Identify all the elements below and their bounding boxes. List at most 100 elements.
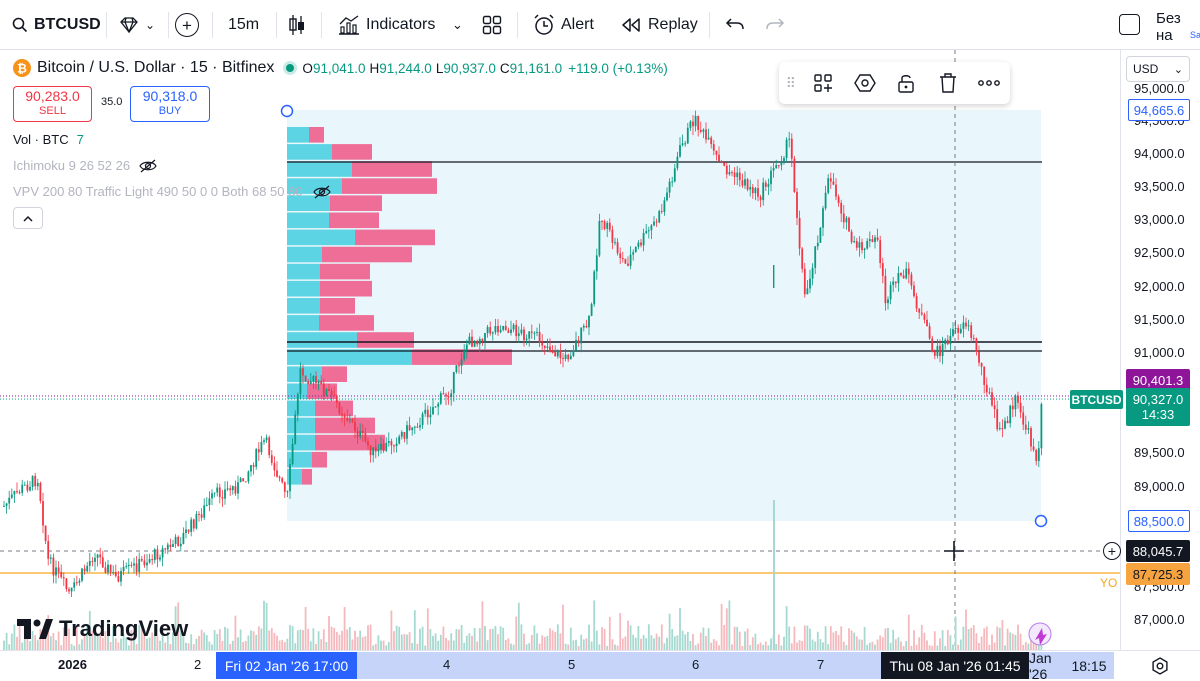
candle-body [343,415,346,418]
volume-bar [577,645,580,650]
account-checkbox[interactable] [1119,14,1140,35]
redo-button[interactable] [765,0,785,50]
volume-bar [801,641,804,650]
drag-handle-icon[interactable]: ⠿ [785,74,796,91]
symbol-search-button[interactable]: BTCUSD [6,9,106,41]
magenta-price-tag: 90,401.3 [1126,369,1190,391]
replay-label: Replay [648,16,698,33]
lightning-icon [1035,628,1047,645]
volume-profile-down-bar [319,315,374,331]
candle-body [385,442,388,451]
ichimoku-legend[interactable]: Ichimoku 9 26 52 26 [13,158,157,173]
interval-button[interactable]: 15m [228,0,259,50]
volume-bar [946,630,949,650]
candle-body [653,221,655,226]
candle-body [647,230,650,232]
cursor-price-tag: 88,045.7 [1126,540,1190,562]
volume-bar [328,615,330,650]
replay-button[interactable]: Replay [620,0,698,50]
compare-symbol-button[interactable]: + [175,0,199,50]
volume-bar [827,644,830,650]
candle-body [47,541,50,559]
volume-bar [377,635,380,650]
currency-label: USD [1133,62,1159,76]
alert-button[interactable]: Alert [533,0,594,50]
candle-body [325,389,328,396]
volume-bar [975,633,978,650]
volume-bar [190,634,193,650]
volume-profile-up-bar [287,383,307,400]
account-label[interactable]: Без на [1156,10,1181,44]
crosshair-icon [944,541,964,561]
buy-button[interactable]: 90,318.0 BUY [130,86,210,122]
add-alert-button[interactable]: + [1103,542,1121,560]
volume-bar [398,626,401,650]
chart-pane[interactable] [0,50,1120,650]
more-icon[interactable] [969,80,1010,86]
vpv-legend[interactable]: VPV 200 80 Traffic Light 490 50 0 0 Both… [13,184,331,199]
candle-body [744,179,746,186]
volume-bar [853,632,856,650]
chart-type-button[interactable] [287,0,307,50]
volume-bar [367,625,369,650]
volume-bar [692,634,694,650]
candle-body [218,487,221,498]
candle-body [424,409,427,414]
grid-add-icon[interactable] [803,73,844,93]
candle-body [400,432,403,437]
layout-button[interactable] [482,0,502,50]
chart-settings-button[interactable] [1151,657,1169,678]
volume-bar [1006,628,1009,650]
candle-body [502,325,505,330]
indicators-menu-button[interactable]: ⌄ [452,0,463,50]
volume-bar [75,625,78,650]
candle-body [463,350,466,360]
hexagon-icon[interactable] [844,73,885,93]
candle-body [148,559,151,563]
volume-bar [57,631,60,650]
volume-bar [562,604,564,650]
volume-legend[interactable]: Vol · BTC 7 [13,132,84,147]
candle-body [229,488,232,491]
trash-icon[interactable] [927,73,968,93]
lock-icon[interactable] [886,73,927,93]
symbol-legend[interactable]: ₿ Bitcoin / U.S. Dollar · 15 · Bitfinex … [13,59,668,77]
volume-bar [83,634,86,650]
currency-selector[interactable]: USD ⌄ [1126,56,1190,82]
tradingview-logo[interactable]: TradingView [17,616,188,642]
volume-bar [281,639,284,650]
candle-body [523,329,525,341]
candle-body [593,271,596,305]
sell-button[interactable]: 90,283.0 SELL [13,86,92,122]
collapse-legend-button[interactable] [13,207,43,229]
eye-off-icon[interactable] [312,185,331,199]
volume-profile-up-bar [287,212,329,229]
candle-body [317,380,320,383]
volume-bar [606,645,609,650]
candle-body [382,443,385,451]
volume-bar [681,630,684,650]
volume-bar [967,629,970,650]
undo-button[interactable] [725,0,745,50]
volume-bar [109,641,112,650]
candle-body [387,441,390,443]
drawing-floating-toolbar[interactable]: ⠿ [779,62,1010,104]
eye-off-icon[interactable] [139,159,157,173]
candle-body [541,342,544,346]
chevron-down-icon: ⌄ [145,18,156,32]
candle-body [494,325,497,333]
candle-body [946,339,949,345]
pro-upgrade-button[interactable]: ⌄ [119,0,155,50]
volume-bar [837,634,840,650]
price-chart[interactable] [0,50,1120,650]
volume-bar [858,639,861,650]
volume-bar [736,626,739,650]
volume-bar [122,633,125,650]
volume-bar [978,643,980,650]
volume-bar [286,638,289,650]
candle-body [913,285,915,297]
indicators-button[interactable]: Indicators [338,0,435,50]
range-end-time: Jan '26 [1029,650,1064,681]
candle-body [21,484,24,493]
candle-body [530,331,533,333]
